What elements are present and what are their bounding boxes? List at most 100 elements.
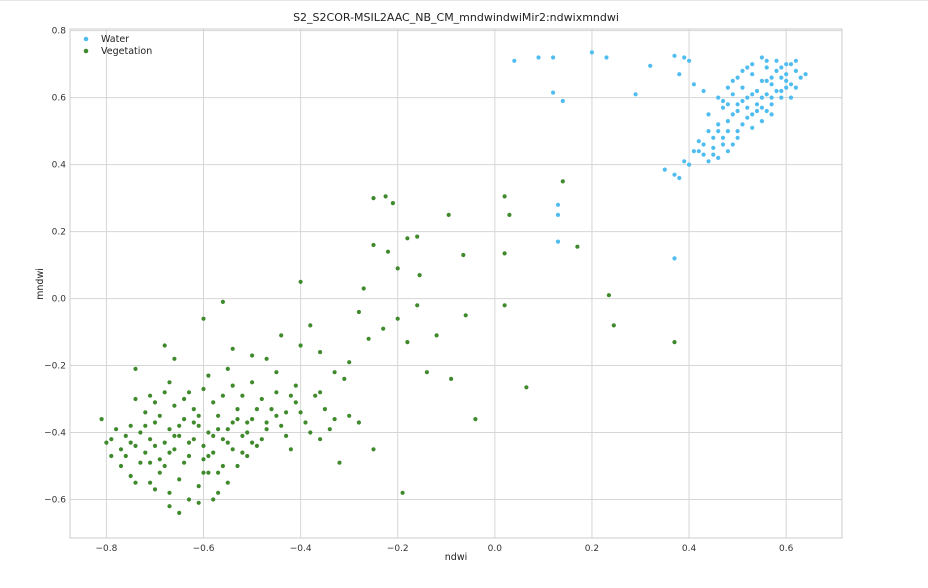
water-point bbox=[750, 112, 755, 117]
legend-marker-vegetation bbox=[83, 48, 89, 54]
vegetation-point bbox=[611, 323, 616, 328]
vegetation-point bbox=[371, 242, 376, 248]
water-point bbox=[759, 119, 765, 124]
vegetation-point bbox=[240, 393, 245, 398]
water-point bbox=[551, 90, 556, 95]
vegetation-point bbox=[298, 343, 303, 348]
vegetation-point bbox=[240, 450, 245, 455]
vegetation-point bbox=[220, 463, 225, 469]
vegetation-point bbox=[206, 453, 211, 459]
vegetation-point bbox=[449, 376, 454, 381]
legend-label-vegetation: Vegetation bbox=[101, 46, 152, 57]
vegetation-point bbox=[313, 393, 318, 398]
vegetation-point bbox=[347, 413, 352, 418]
vegetation-point bbox=[167, 490, 172, 495]
vegetation-point bbox=[201, 386, 206, 392]
water-point bbox=[779, 95, 784, 100]
vegetation-point bbox=[162, 390, 167, 395]
vegetation-point bbox=[395, 316, 400, 321]
vegetation-point bbox=[415, 234, 420, 239]
vegetation-point bbox=[279, 333, 284, 338]
water-point bbox=[701, 142, 706, 147]
vegetation-point bbox=[216, 413, 221, 418]
vegetation-point bbox=[385, 249, 391, 254]
water-point bbox=[720, 135, 726, 140]
vegetation-point bbox=[502, 251, 507, 256]
vegetation-point bbox=[235, 407, 240, 412]
vegetation-point bbox=[293, 383, 298, 388]
vegetation-point bbox=[235, 463, 240, 469]
vegetation-point bbox=[177, 423, 182, 428]
vegetation-point bbox=[259, 396, 264, 402]
vegetation-point bbox=[400, 490, 405, 495]
water-point bbox=[730, 112, 735, 117]
vegetation-point bbox=[303, 420, 308, 425]
vegetation-point bbox=[225, 480, 230, 485]
y-tick-label: −0.2 bbox=[44, 362, 66, 372]
water-point bbox=[745, 115, 750, 120]
vegetation-point bbox=[196, 500, 201, 505]
water-point bbox=[720, 105, 726, 110]
grid-lines bbox=[70, 29, 842, 538]
water-point bbox=[536, 55, 541, 60]
vegetation-point bbox=[172, 447, 177, 452]
water-point bbox=[764, 108, 769, 114]
vegetation-point bbox=[361, 286, 366, 291]
vegetation-point bbox=[250, 440, 255, 445]
vegetation-point bbox=[133, 396, 138, 402]
y-tick-label: 0.6 bbox=[52, 94, 67, 104]
vegetation-point bbox=[211, 497, 216, 502]
vegetation-point bbox=[264, 427, 269, 432]
vegetation-point bbox=[123, 433, 128, 438]
vegetation-point bbox=[254, 407, 259, 412]
water-point bbox=[662, 167, 667, 172]
vegetation-point bbox=[298, 410, 303, 415]
water-point bbox=[604, 55, 609, 60]
water-point bbox=[648, 63, 653, 68]
water-point bbox=[803, 72, 808, 77]
water-point bbox=[706, 159, 711, 164]
water-point bbox=[730, 78, 735, 83]
x-tick-label: −0.6 bbox=[193, 544, 215, 554]
vegetation-point bbox=[148, 480, 153, 485]
vegetation-point bbox=[250, 353, 255, 358]
y-tick-label: 0.4 bbox=[52, 161, 67, 171]
water-point bbox=[793, 68, 799, 73]
water-point bbox=[784, 72, 789, 77]
vegetation-point bbox=[322, 407, 327, 412]
water-point bbox=[555, 239, 561, 244]
vegetation-point bbox=[196, 484, 201, 489]
vegetation-point bbox=[148, 460, 153, 465]
x-tick-label: 0.6 bbox=[779, 544, 794, 554]
vegetation-point bbox=[167, 427, 172, 432]
water-point bbox=[754, 102, 760, 107]
chart-title: S2_S2COR-MSIL2AAC_NB_CM_mndwindwiMir2:nd… bbox=[293, 11, 619, 24]
vegetation-point bbox=[524, 385, 529, 390]
vegetation-point bbox=[216, 470, 221, 475]
water-point bbox=[711, 135, 716, 140]
vegetation-point bbox=[269, 407, 274, 412]
vegetation-point bbox=[206, 470, 211, 475]
series-vegetation bbox=[99, 179, 677, 515]
water-point bbox=[745, 95, 750, 100]
vegetation-point bbox=[104, 440, 109, 445]
water-point bbox=[725, 102, 731, 107]
vegetation-point bbox=[356, 420, 361, 425]
water-point bbox=[788, 82, 794, 87]
water-point bbox=[551, 55, 556, 60]
water-point bbox=[750, 125, 755, 130]
y-tick-label: 0.0 bbox=[52, 295, 67, 305]
vegetation-point bbox=[332, 370, 337, 375]
water-point bbox=[730, 92, 735, 97]
water-point bbox=[793, 85, 799, 90]
vegetation-point bbox=[347, 360, 352, 365]
y-tick-label: 0.8 bbox=[52, 27, 67, 37]
vegetation-point bbox=[235, 417, 240, 422]
vegetation-point bbox=[220, 299, 225, 304]
vegetation-point bbox=[128, 423, 133, 428]
vegetation-point bbox=[381, 326, 386, 331]
vegetation-point bbox=[206, 430, 211, 435]
water-point bbox=[779, 88, 784, 94]
vegetation-point bbox=[220, 437, 225, 442]
water-point bbox=[784, 62, 789, 67]
